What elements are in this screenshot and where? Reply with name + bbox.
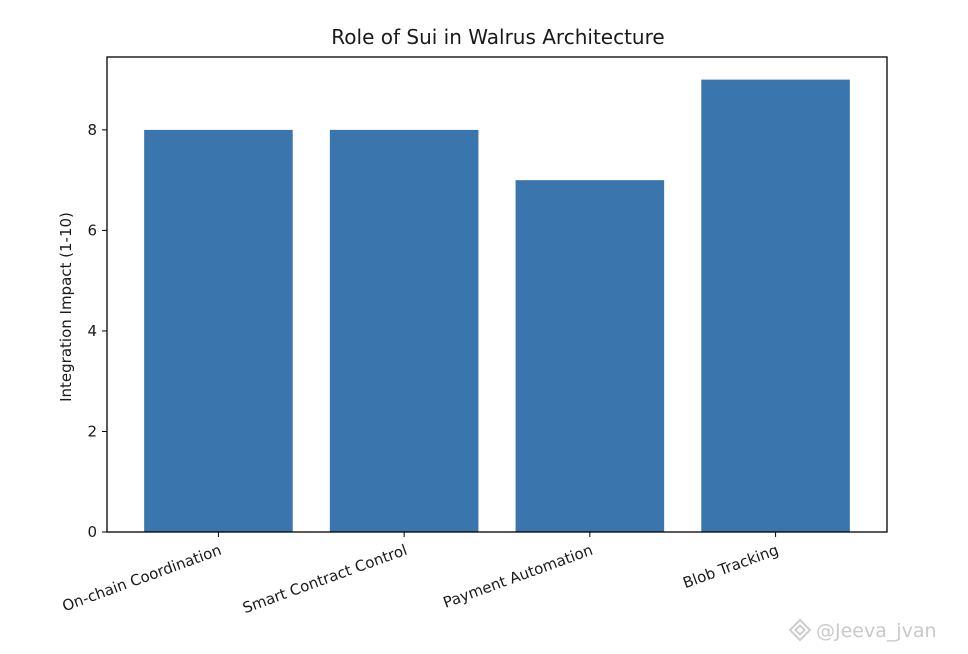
bars-group [144, 79, 850, 533]
y-tick-label: 8 [87, 121, 97, 139]
bar-blob-tracking [701, 79, 850, 532]
y-tick-label: 6 [87, 221, 97, 239]
y-tick-label: 2 [87, 422, 97, 440]
chart-title: Role of Sui in Walrus Architecture [331, 25, 664, 49]
watermark-text: @Jeeva_jvan [816, 620, 937, 642]
plot-area-frame [106, 56, 888, 533]
y-tick-label: 0 [87, 523, 97, 541]
watermark: @Jeeva_jvan [788, 618, 937, 642]
y-tick-label: 4 [87, 322, 97, 340]
bar-payment-automation [515, 180, 665, 533]
y-axis-label: Integration Impact (1-10) [57, 212, 75, 402]
y-axis-ticks: 0 2 4 6 8 [87, 121, 107, 541]
binance-diamond-icon [788, 618, 812, 642]
bar-smart-contract-control [329, 129, 479, 532]
bar-on-chain-coordination [144, 129, 293, 532]
